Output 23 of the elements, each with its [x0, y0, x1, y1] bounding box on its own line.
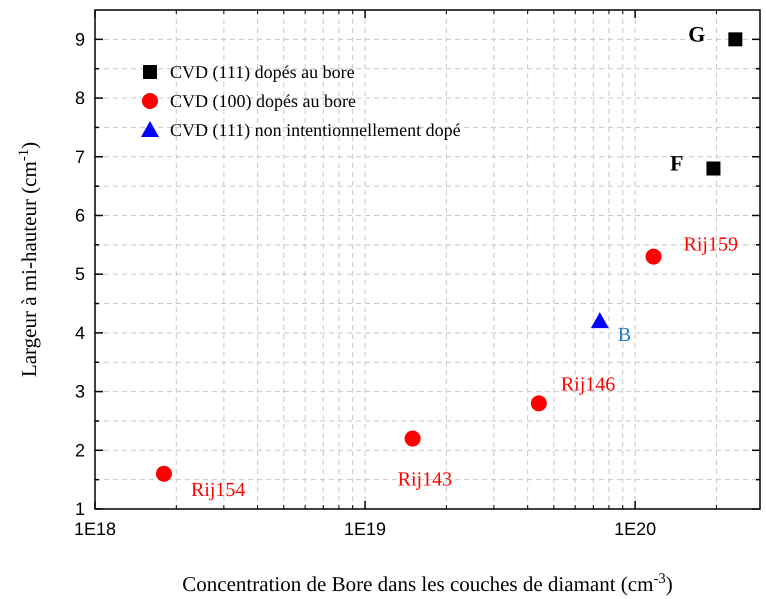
annotation: Rij143	[398, 468, 452, 491]
legend-label: CVD (111) dopés au bore	[170, 62, 355, 82]
y-tick-label: 6	[74, 205, 85, 226]
x-axis-title: Concentration de Bore dans les couches de diamant (cm$^{-3}$)	[182, 571, 673, 596]
x-tick-label: 1E18	[74, 519, 116, 539]
annotation: B	[618, 324, 632, 346]
legend-label: CVD (100) dopés au bore	[170, 91, 356, 111]
y-tick-label: 9	[74, 29, 85, 50]
y-tick-label: 1	[74, 499, 85, 519]
y-tick-label: 8	[74, 88, 85, 108]
annotation: Rij146	[560, 373, 616, 396]
annotation: G	[688, 21, 706, 46]
annotation: F	[670, 150, 684, 176]
y-tick-label: 4	[74, 322, 85, 343]
x-tick-label: 1E19	[344, 519, 386, 539]
y-tick-label: 7	[74, 146, 85, 167]
y-tick-label: 5	[74, 264, 85, 284]
annotation: Rij154	[190, 478, 246, 501]
y-tick-label: 3	[74, 382, 85, 402]
annotation: Rij159	[684, 234, 738, 256]
x-tick-label: 1E20	[614, 519, 656, 539]
y-tick-label: 2	[74, 440, 85, 460]
legend-label: CVD (111) non intentionnellement dopé	[170, 120, 461, 140]
